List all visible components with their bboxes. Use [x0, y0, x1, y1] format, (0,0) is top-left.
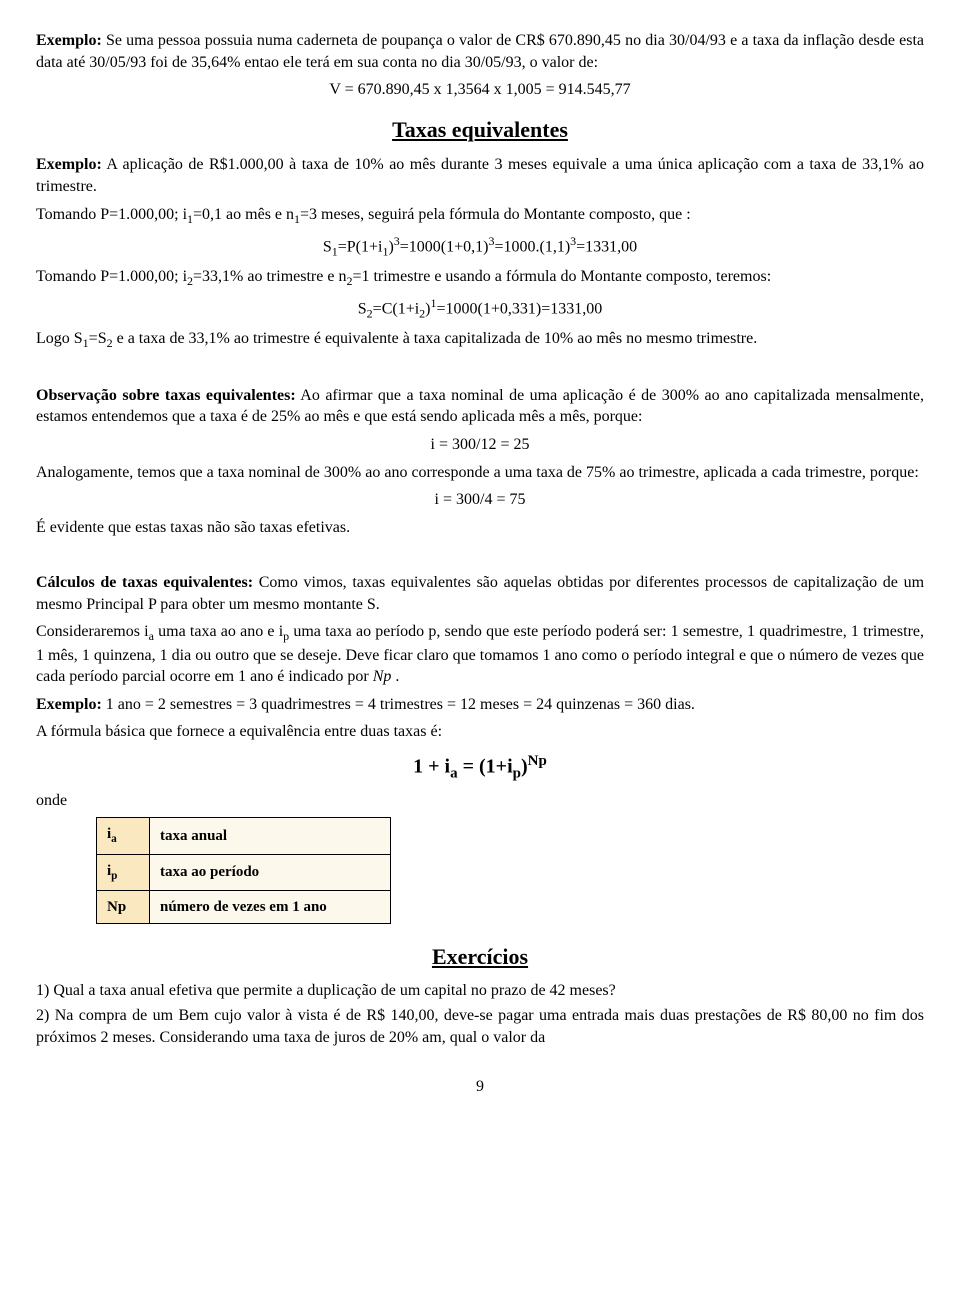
exemplo2-line4: Logo S1=S2 e a taxa de 33,1% ao trimestr… [36, 328, 924, 351]
exercise-2: 2) Na compra de um Bem cujo valor à vist… [36, 1005, 924, 1048]
calc-p1: Cálculos de taxas equivalentes: Como vim… [36, 572, 924, 615]
exemplo1-label: Exemplo: [36, 32, 102, 49]
tbl-sym-0: ia [97, 818, 150, 854]
exemplo-2: Exemplo: A aplicação de R$1.000,00 à tax… [36, 154, 924, 197]
tbl-desc-1: taxa ao período [150, 854, 391, 890]
tbl-sym-2: Np [97, 890, 150, 923]
exemplo-1: Exemplo: Se uma pessoa possuia numa cade… [36, 30, 924, 73]
exemplo2-line3: Tomando P=1.000,00; i2=33,1% ao trimestr… [36, 266, 924, 289]
tbl-desc-2: número de vezes em 1 ano [150, 890, 391, 923]
exemplo2-formula2: S2=C(1+i2)1=1000(1+0,331)=1331,00 [36, 295, 924, 322]
obs-f2: i = 300/4 = 75 [36, 489, 924, 511]
table-row: ia taxa anual [97, 818, 391, 854]
exemplo2-label: Exemplo: [36, 156, 102, 173]
exemplo2-text-a: A aplicação de R$1.000,00 à taxa de 10% … [36, 156, 924, 195]
page-number: 9 [36, 1076, 924, 1098]
definitions-table: ia taxa anual ip taxa ao período Np núme… [96, 817, 391, 924]
section-title-taxas: Taxas equivalentes [36, 115, 924, 145]
exemplo1-text: Se uma pessoa possuia numa caderneta de … [36, 32, 924, 71]
exemplo2-line2: Tomando P=1.000,00; i1=0,1 ao mês e n1=3… [36, 204, 924, 227]
calc-ex: Exemplo: 1 ano = 2 semestres = 3 quadrim… [36, 694, 924, 716]
table-row: ip taxa ao período [97, 854, 391, 890]
calc-p2: Consideraremos ia uma taxa ao ano e ip u… [36, 621, 924, 688]
calc-text4: A fórmula básica que fornece a equivalên… [36, 721, 924, 743]
section-title-exercicios: Exercícios [36, 942, 924, 972]
obs-text3: É evidente que estas taxas não são taxas… [36, 517, 924, 539]
exemplo1-formula: V = 670.890,45 x 1,3564 x 1,005 = 914.54… [36, 79, 924, 101]
obs-f1: i = 300/12 = 25 [36, 434, 924, 456]
exercise-1: 1) Qual a taxa anual efetiva que permite… [36, 980, 924, 1002]
obs-text2: Analogamente, temos que a taxa nominal d… [36, 462, 924, 484]
observacao: Observação sobre taxas equivalentes: Ao … [36, 385, 924, 428]
calc-ex-label: Exemplo: [36, 696, 102, 713]
table-row: Np número de vezes em 1 ano [97, 890, 391, 923]
calc-label: Cálculos de taxas equivalentes: [36, 574, 253, 591]
calc-formula: 1 + ia = (1+ip)Np [36, 751, 924, 784]
tbl-desc-0: taxa anual [150, 818, 391, 854]
obs-label: Observação sobre taxas equivalentes: [36, 387, 296, 404]
onde: onde [36, 790, 924, 812]
tbl-sym-1: ip [97, 854, 150, 890]
exemplo2-formula1: S1=P(1+i1)3=1000(1+0,1)3=1000.(1,1)3=133… [36, 233, 924, 260]
calc-text3: 1 ano = 2 semestres = 3 quadrimestres = … [102, 696, 695, 713]
